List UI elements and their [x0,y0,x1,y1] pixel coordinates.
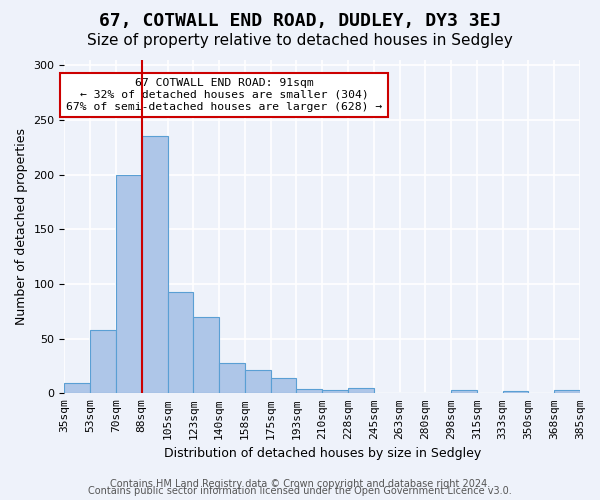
Bar [296,389,322,394]
Bar [116,174,142,394]
Bar [271,378,296,394]
Bar [503,391,529,394]
Text: 67 COTWALL END ROAD: 91sqm
← 32% of detached houses are smaller (304)
67% of sem: 67 COTWALL END ROAD: 91sqm ← 32% of deta… [66,78,382,112]
Text: Contains HM Land Registry data © Crown copyright and database right 2024.: Contains HM Land Registry data © Crown c… [110,479,490,489]
Bar [322,390,348,394]
Bar [90,330,116,394]
Text: Contains public sector information licensed under the Open Government Licence v3: Contains public sector information licen… [88,486,512,496]
Bar [245,370,271,394]
Y-axis label: Number of detached properties: Number of detached properties [15,128,28,325]
Text: 67, COTWALL END ROAD, DUDLEY, DY3 3EJ: 67, COTWALL END ROAD, DUDLEY, DY3 3EJ [99,12,501,30]
Bar [193,317,219,394]
Bar [64,384,90,394]
X-axis label: Distribution of detached houses by size in Sedgley: Distribution of detached houses by size … [164,447,481,460]
Bar [142,136,167,394]
Bar [348,388,374,394]
Bar [167,292,193,394]
Text: Size of property relative to detached houses in Sedgley: Size of property relative to detached ho… [87,32,513,48]
Bar [219,362,245,394]
Bar [451,390,477,394]
Bar [554,390,580,394]
